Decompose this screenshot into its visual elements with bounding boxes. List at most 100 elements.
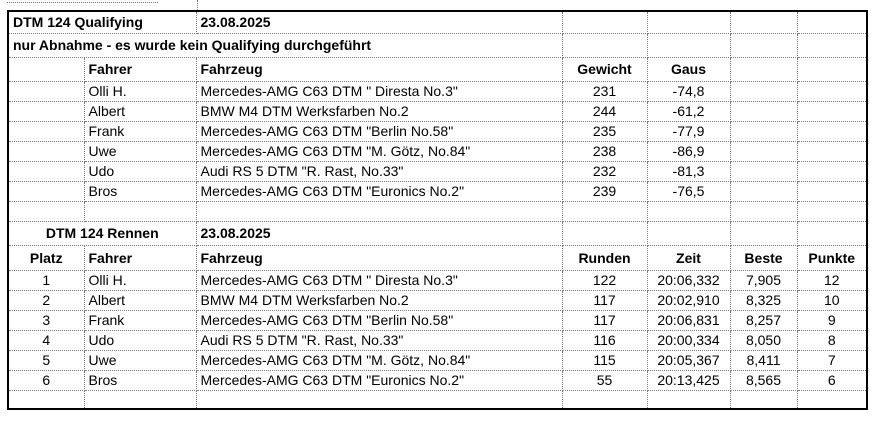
empty-cell[interactable] xyxy=(83,200,197,222)
empty-cell[interactable] xyxy=(646,200,731,222)
race-cell-fahrer[interactable]: Bros xyxy=(83,369,197,391)
race-cell-runden[interactable]: 116 xyxy=(561,329,648,351)
empty-cell[interactable] xyxy=(729,80,798,102)
empty-cell[interactable] xyxy=(83,389,197,410)
qualifying-note-cell[interactable]: nur Abnahme - es wurde kein Qualifying d… xyxy=(7,32,563,58)
empty-cell[interactable] xyxy=(729,389,798,410)
race-cell-runden[interactable]: 115 xyxy=(561,349,648,371)
empty-cell[interactable] xyxy=(646,220,731,246)
empty-cell[interactable] xyxy=(729,100,798,122)
race-cell-zeit[interactable]: 20:06,831 xyxy=(646,309,731,331)
empty-cell[interactable] xyxy=(561,10,648,34)
race-cell-punkte[interactable]: 8 xyxy=(796,329,868,351)
race-cell-punkte[interactable]: 7 xyxy=(796,349,868,371)
qualifying-cell-fahrzeug[interactable]: Audi RS 5 DTM "R. Rast, No.33" xyxy=(195,160,563,182)
empty-cell[interactable] xyxy=(7,120,85,142)
race-cell-beste[interactable]: 7,905 xyxy=(729,269,798,291)
qualifying-cell-fahrzeug[interactable]: BMW M4 DTM Werksfarben No.2 xyxy=(195,100,563,122)
race-cell-platz[interactable]: 2 xyxy=(7,289,85,311)
empty-cell[interactable] xyxy=(796,100,868,122)
qualifying-cell-fahrzeug[interactable]: Mercedes-AMG C63 DTM "Euronics No.2" xyxy=(195,180,563,202)
empty-cell[interactable] xyxy=(561,32,648,58)
empty-cell[interactable] xyxy=(195,389,563,410)
qualifying-cell-fahrer[interactable]: Olli H. xyxy=(83,80,197,102)
race-cell-punkte[interactable]: 10 xyxy=(796,289,868,311)
empty-cell[interactable] xyxy=(7,56,85,82)
race-cell-fahrzeug[interactable]: Mercedes-AMG C63 DTM "M. Götz, No.84" xyxy=(195,349,563,371)
empty-cell[interactable] xyxy=(729,10,798,34)
qualifying-cell-fahrer[interactable]: Frank xyxy=(83,120,197,142)
race-cell-zeit[interactable]: 20:06,332 xyxy=(646,269,731,291)
race-cell-beste[interactable]: 8,050 xyxy=(729,329,798,351)
race-title-cell[interactable]: DTM 124 Rennen xyxy=(7,220,197,246)
empty-cell[interactable] xyxy=(7,160,85,182)
empty-cell[interactable] xyxy=(7,100,85,122)
race-header-runden[interactable]: Runden xyxy=(561,244,648,271)
empty-cell[interactable] xyxy=(729,220,798,246)
race-cell-zeit[interactable]: 20:13,425 xyxy=(646,369,731,391)
empty-cell[interactable] xyxy=(646,389,731,410)
empty-cell[interactable] xyxy=(796,140,868,162)
race-cell-runden[interactable]: 117 xyxy=(561,289,648,311)
empty-cell[interactable] xyxy=(796,56,868,82)
empty-cell[interactable] xyxy=(646,10,731,34)
race-cell-fahrzeug[interactable]: Mercedes-AMG C63 DTM "Euronics No.2" xyxy=(195,369,563,391)
empty-cell[interactable] xyxy=(796,160,868,182)
empty-cell[interactable] xyxy=(729,120,798,142)
empty-cell[interactable] xyxy=(561,389,648,410)
race-cell-fahrer[interactable]: Olli H. xyxy=(83,269,197,291)
qualifying-cell-gewicht[interactable]: 232 xyxy=(561,160,648,182)
race-cell-fahrer[interactable]: Frank xyxy=(83,309,197,331)
empty-cell[interactable] xyxy=(646,32,731,58)
qualifying-cell-gewicht[interactable]: 231 xyxy=(561,80,648,102)
empty-cell[interactable] xyxy=(729,140,798,162)
qualifying-header-fahrer[interactable]: Fahrer xyxy=(83,56,197,82)
qualifying-date-cell[interactable]: 23.08.2025 xyxy=(195,10,563,34)
race-header-zeit[interactable]: Zeit xyxy=(646,244,731,271)
race-cell-beste[interactable]: 8,411 xyxy=(729,349,798,371)
empty-cell[interactable] xyxy=(7,200,85,222)
race-cell-platz[interactable]: 6 xyxy=(7,369,85,391)
qualifying-header-fahrzeug[interactable]: Fahrzeug xyxy=(195,56,563,82)
qualifying-cell-fahrer[interactable]: Uwe xyxy=(83,140,197,162)
empty-cell[interactable] xyxy=(796,389,868,410)
race-cell-platz[interactable]: 3 xyxy=(7,309,85,331)
qualifying-cell-gaus[interactable]: -76,5 xyxy=(646,180,731,202)
qualifying-cell-fahrer[interactable]: Bros xyxy=(83,180,197,202)
race-cell-fahrzeug[interactable]: Audi RS 5 DTM "R. Rast, No.33" xyxy=(195,329,563,351)
qualifying-cell-gewicht[interactable]: 235 xyxy=(561,120,648,142)
qualifying-cell-fahrzeug[interactable]: Mercedes-AMG C63 DTM "Berlin No.58" xyxy=(195,120,563,142)
empty-cell[interactable] xyxy=(195,200,563,222)
qualifying-cell-gaus[interactable]: -61,2 xyxy=(646,100,731,122)
race-header-platz[interactable]: Platz xyxy=(7,244,85,271)
empty-cell[interactable] xyxy=(796,120,868,142)
race-cell-punkte[interactable]: 12 xyxy=(796,269,868,291)
race-cell-platz[interactable]: 5 xyxy=(7,349,85,371)
race-cell-zeit[interactable]: 20:00,334 xyxy=(646,329,731,351)
race-header-fahrer[interactable]: Fahrer xyxy=(83,244,197,271)
empty-cell[interactable] xyxy=(796,220,868,246)
qualifying-cell-gewicht[interactable]: 239 xyxy=(561,180,648,202)
empty-cell[interactable] xyxy=(561,200,648,222)
empty-cell[interactable] xyxy=(729,200,798,222)
empty-cell[interactable] xyxy=(796,180,868,202)
qualifying-cell-gaus[interactable]: -77,9 xyxy=(646,120,731,142)
race-cell-fahrzeug[interactable]: BMW M4 DTM Werksfarben No.2 xyxy=(195,289,563,311)
empty-cell[interactable] xyxy=(729,56,798,82)
empty-cell[interactable] xyxy=(7,180,85,202)
empty-cell[interactable] xyxy=(729,32,798,58)
race-cell-beste[interactable]: 8,257 xyxy=(729,309,798,331)
qualifying-cell-fahrer[interactable]: Udo xyxy=(83,160,197,182)
empty-cell[interactable] xyxy=(796,200,868,222)
race-cell-fahrzeug[interactable]: Mercedes-AMG C63 DTM " Diresta No.3" xyxy=(195,269,563,291)
qualifying-cell-gaus[interactable]: -74,8 xyxy=(646,80,731,102)
race-cell-platz[interactable]: 1 xyxy=(7,269,85,291)
race-cell-fahrer[interactable]: Udo xyxy=(83,329,197,351)
race-header-fahrzeug[interactable]: Fahrzeug xyxy=(195,244,563,271)
qualifying-cell-fahrzeug[interactable]: Mercedes-AMG C63 DTM " Diresta No.3" xyxy=(195,80,563,102)
empty-cell[interactable] xyxy=(796,10,868,34)
race-date-cell[interactable]: 23.08.2025 xyxy=(195,220,563,246)
race-cell-beste[interactable]: 8,565 xyxy=(729,369,798,391)
race-cell-beste[interactable]: 8,325 xyxy=(729,289,798,311)
empty-cell[interactable] xyxy=(7,80,85,102)
